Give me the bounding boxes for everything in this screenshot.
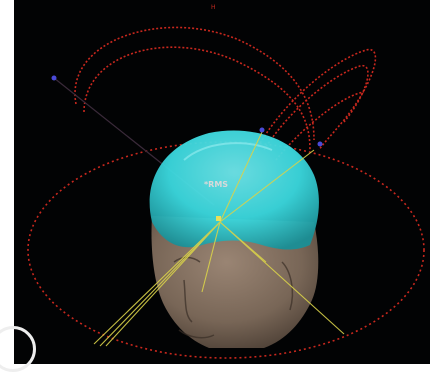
- face-features: [173, 256, 294, 339]
- 3d-viewport[interactable]: *RMS H: [14, 0, 430, 364]
- marker-right: [317, 141, 323, 147]
- scalp-highlight: [183, 142, 273, 161]
- scalp-model: [149, 130, 319, 250]
- top-marker-label: H: [211, 4, 216, 11]
- marker-label: *RMS: [204, 180, 228, 189]
- beam-rays: [93, 131, 345, 347]
- vertical-orbits: [74, 26, 377, 161]
- marker-left: [51, 75, 57, 81]
- marker-top: [259, 127, 265, 133]
- head-orbit-visualization: *RMS H: [27, 4, 425, 359]
- target-point: [216, 216, 221, 221]
